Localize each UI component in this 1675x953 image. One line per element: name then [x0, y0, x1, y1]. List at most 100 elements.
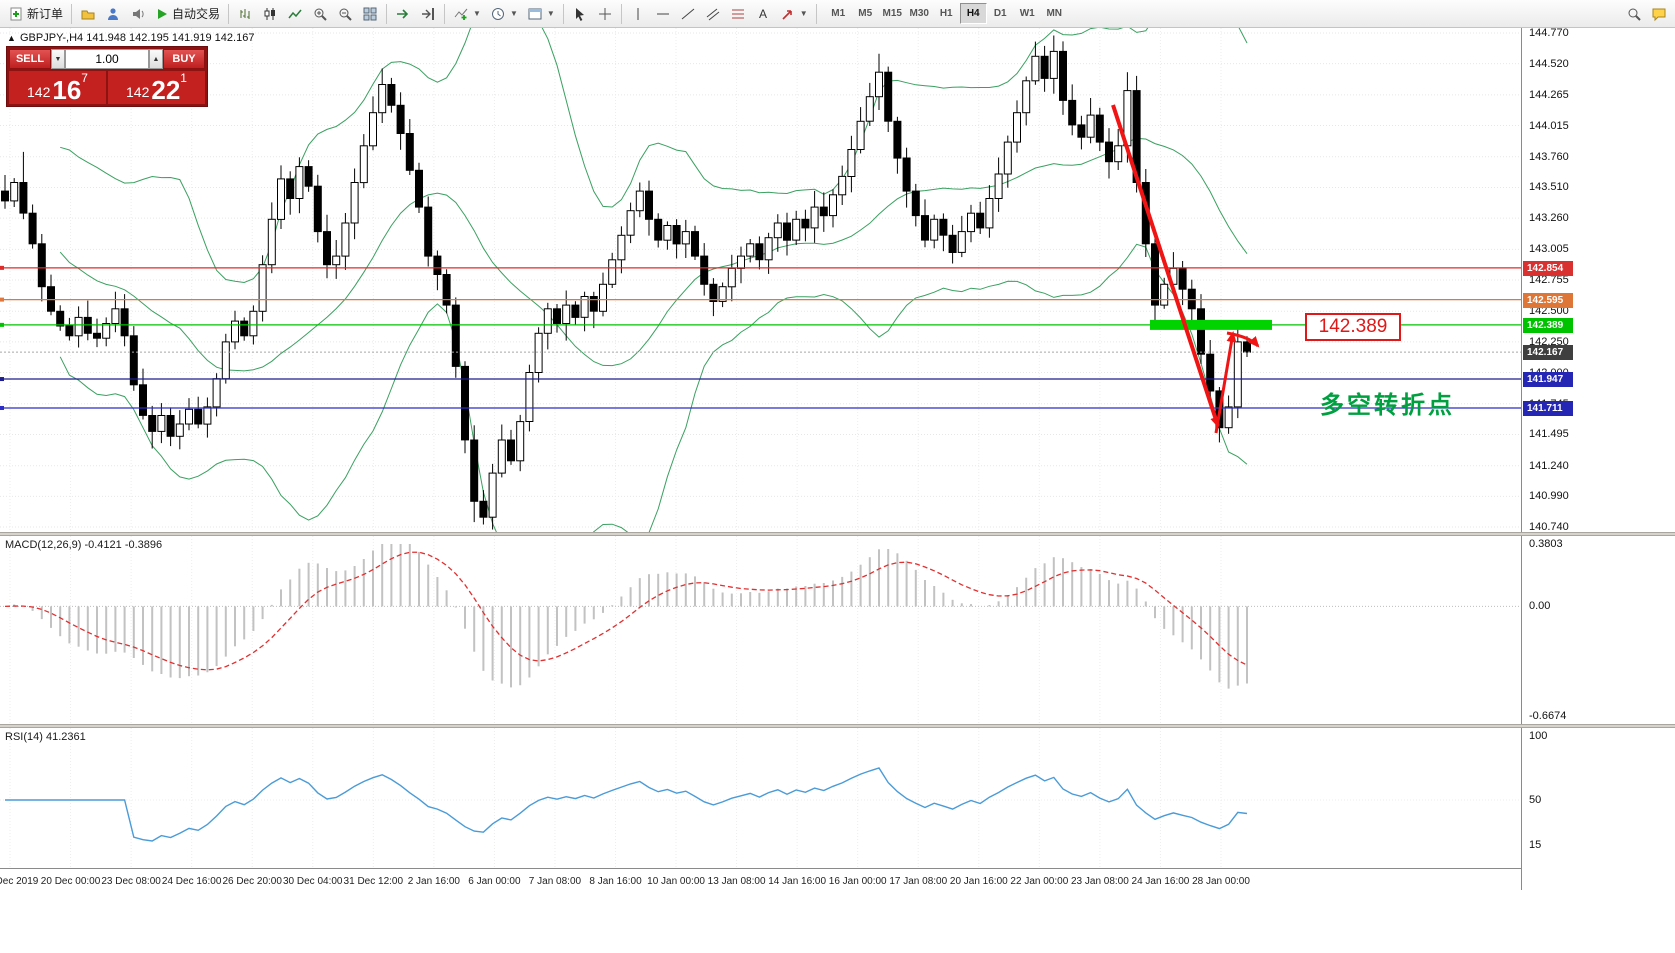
periods-button[interactable]: ▼ [486, 2, 522, 26]
chat-icon [1652, 8, 1666, 21]
auto-scroll-icon [397, 8, 409, 19]
indicators-button[interactable]: ▼ [449, 2, 485, 26]
macd-histogram [13, 544, 1248, 689]
play-icon [158, 8, 168, 19]
zoom-out-button[interactable] [333, 2, 357, 26]
template-icon [528, 8, 542, 19]
time-label: 30 Dec 04:00 [283, 876, 343, 887]
price-scale[interactable]: 144.770 144.520 144.265 144.015 143.760 143.5… [1521, 27, 1675, 890]
time-label: 23 Dec 08:00 [101, 876, 161, 887]
panel-splitter[interactable] [0, 724, 1675, 728]
cursor-icon [575, 7, 584, 21]
clock-icon [491, 7, 504, 20]
trendline-icon [681, 8, 695, 19]
search-button[interactable] [1622, 2, 1646, 26]
rsi-panel-canvas[interactable] [0, 728, 1521, 868]
alerts-button[interactable] [126, 2, 150, 26]
volume-decrement-button[interactable]: ▼ [51, 49, 65, 69]
timeframe-M1[interactable]: M1 [825, 3, 852, 24]
scale-tick: 144.265 [1529, 88, 1569, 101]
buy-price[interactable]: 142 22 1 [108, 71, 205, 104]
scale-tick: 140.740 [1529, 521, 1569, 533]
macd-panel-canvas[interactable] [0, 536, 1521, 724]
chevron-down-icon: ▼ [546, 9, 555, 18]
bollinger-bands [59, 28, 1248, 532]
hlines-layer[interactable] [0, 265, 1521, 410]
timeframe-M30[interactable]: M30 [906, 3, 933, 24]
auto-scroll-button[interactable] [391, 2, 415, 26]
time-label: 16 Jan 00:00 [828, 876, 887, 887]
annotation-arrows[interactable] [1111, 104, 1260, 434]
highlight-zone[interactable] [1150, 319, 1272, 330]
time-label: 13 Jan 08:00 [707, 876, 766, 887]
time-label: 17 Jan 08:00 [889, 876, 948, 887]
vertical-line-icon [637, 7, 639, 20]
separator [620, 3, 622, 24]
bar-chart-button[interactable] [233, 2, 257, 26]
vertical-line-button[interactable] [626, 2, 650, 26]
arrows-button[interactable]: ▼ [776, 2, 812, 26]
sell-price-point: 7 [81, 71, 88, 85]
timeframe-H1[interactable]: H1 [933, 3, 960, 24]
buy-price-pips: 22 [151, 74, 181, 105]
tile-windows-button[interactable] [358, 2, 382, 26]
chat-button[interactable] [1647, 2, 1671, 26]
zoom-in-button[interactable] [308, 2, 332, 26]
scale-tick: 141.495 [1529, 428, 1569, 441]
new-order-button[interactable]: 新订单 [4, 2, 67, 26]
time-label: 10 Jan 00:00 [647, 876, 705, 887]
text-icon: A [759, 7, 767, 21]
timeframe-M5[interactable]: M5 [852, 3, 879, 24]
auto-trading-button[interactable]: 自动交易 [151, 2, 224, 26]
buy-button[interactable]: BUY [163, 49, 205, 69]
rsi-scale-50: 50 [1529, 794, 1542, 806]
profiles-button[interactable] [76, 2, 100, 26]
sell-price-pips: 16 [52, 74, 82, 105]
toolbar: 新订单 自动交易 [0, 0, 1675, 28]
timeframe-D1[interactable]: D1 [987, 3, 1014, 24]
fibonacci-button[interactable] [726, 2, 750, 26]
volume-increment-button[interactable]: ▲ [149, 49, 163, 69]
timeframe-W1[interactable]: W1 [1014, 3, 1041, 24]
zoom-out-icon [339, 8, 352, 21]
trendline-button[interactable] [676, 2, 700, 26]
bar-chart-icon [240, 8, 250, 19]
folder-icon [81, 10, 95, 19]
channel-icon [706, 8, 720, 20]
timeframe-M15[interactable]: M15 [879, 3, 906, 24]
market-watch-button[interactable] [101, 2, 125, 26]
price-badge: 141.711 [1523, 400, 1573, 416]
candlestick-chart-button[interactable] [258, 2, 282, 26]
line-chart-button[interactable] [283, 2, 307, 26]
price-badge: 142.854 [1523, 260, 1573, 276]
scale-tick: 142.755 [1529, 274, 1569, 286]
one-click-collapse-arrow[interactable]: ▲ [7, 33, 16, 43]
timeframe-MN[interactable]: MN [1041, 3, 1068, 24]
main-chart-canvas[interactable] [0, 28, 1521, 532]
panel-splitter[interactable] [0, 532, 1675, 536]
time-label: 20 Dec 00:00 [40, 876, 101, 887]
separator [386, 3, 388, 24]
speaker-icon [133, 8, 144, 19]
price-callout-box[interactable]: 142.389 [1305, 313, 1401, 341]
price-badge: 142.389 [1523, 317, 1573, 333]
crosshair-button[interactable] [593, 2, 617, 26]
channel-button[interactable] [701, 2, 725, 26]
sell-button[interactable]: SELL [9, 49, 51, 69]
shift-chart-button[interactable] [416, 2, 440, 26]
timeframe-H4[interactable]: H4 [959, 3, 987, 24]
horizontal-line-button[interactable] [651, 2, 675, 26]
price-badge: 142.167 [1523, 345, 1573, 361]
cursor-button[interactable] [568, 2, 592, 26]
text-button[interactable]: A [751, 2, 775, 26]
sell-price[interactable]: 142 16 7 [9, 71, 106, 104]
volume-input[interactable] [65, 49, 149, 69]
separator [815, 3, 817, 24]
chevron-down-icon: ▼ [799, 9, 808, 18]
time-label: 22 Jan 00:00 [1010, 876, 1069, 887]
scale-tick: 144.770 [1529, 27, 1569, 39]
templates-button[interactable]: ▼ [523, 2, 559, 26]
separator [562, 3, 564, 24]
